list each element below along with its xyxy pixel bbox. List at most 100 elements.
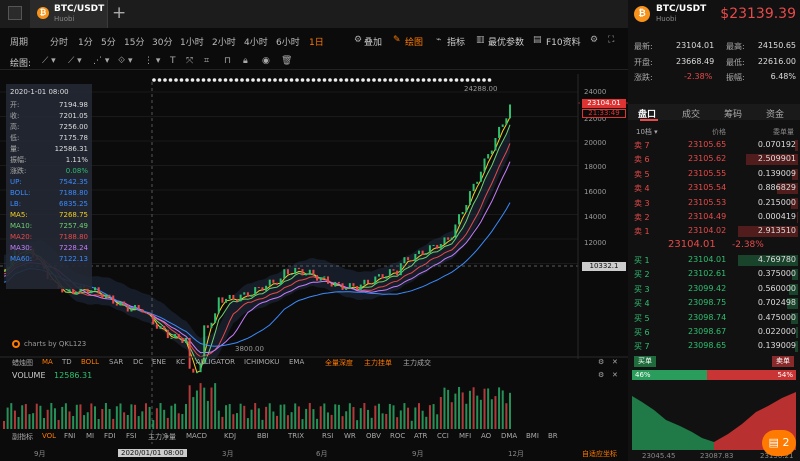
subind-macd[interactable]: MACD (186, 432, 207, 440)
volume-settings-icon[interactable]: ⚙ (598, 371, 605, 379)
pane-close-icon[interactable]: ✕ (612, 358, 618, 366)
draw-button[interactable]: 绘图 (405, 38, 424, 48)
subind-fni[interactable]: FNI (64, 432, 76, 440)
bids-row[interactable]: 买 4 23098.75 0.702498 (632, 297, 798, 310)
lock-icon[interactable]: 🔒︎ (243, 56, 248, 66)
ind-boll[interactable]: BOLL (81, 358, 99, 366)
subind-br[interactable]: BR (548, 432, 558, 440)
depth-select[interactable]: 10档 ▾ (636, 128, 658, 136)
bids-row[interactable]: 买 6 23098.67 0.022000 (632, 326, 798, 339)
overlay-button[interactable]: 叠加 (364, 38, 383, 48)
channel-tool-icon[interactable]: ⋰ ▾ (93, 56, 110, 66)
period-6h[interactable]: 6小时 (276, 38, 300, 48)
subind-bbi[interactable]: BBI (257, 432, 269, 440)
text-tool-icon[interactable]: T (170, 56, 176, 66)
candle (148, 313, 151, 315)
shape-tool-icon[interactable]: ⟐ ▾ (118, 56, 133, 66)
subind-atr[interactable]: ATR (414, 432, 428, 440)
settings-icon[interactable]: ⚙ (590, 35, 599, 45)
magnet-icon[interactable]: ⊓ (224, 56, 232, 66)
subind-rsi[interactable]: RSI (322, 432, 334, 440)
bids-row[interactable]: 买 3 23099.42 0.560000 (632, 283, 798, 296)
ind-ene[interactable]: ENE (152, 358, 167, 366)
volume-close-icon[interactable]: ✕ (612, 371, 618, 379)
subind-roc[interactable]: ROC (390, 432, 406, 440)
subind-kdj[interactable]: KDJ (224, 432, 237, 440)
best-params-button[interactable]: 最优参数 (488, 38, 525, 48)
asks-row[interactable]: 卖 1 23104.02 2.913510 (632, 225, 798, 238)
period-timeshare[interactable]: 分时 (50, 38, 69, 48)
tab-trades[interactable]: 成交 (682, 110, 701, 120)
asks-row[interactable]: 卖 7 23105.65 0.070192 (632, 139, 798, 152)
fullscreen-icon[interactable]: ⛶ (608, 35, 615, 45)
period-1d[interactable]: 1日 (309, 38, 324, 48)
draw-icon[interactable]: ✎ (393, 35, 401, 45)
bids-row[interactable]: 买 2 23102.61 0.375000 (632, 268, 798, 281)
ind-ma[interactable]: MA (42, 358, 53, 366)
ind-full-depth[interactable]: 全量深度 (325, 359, 353, 367)
ind-ichimoku[interactable]: ICHIMOKU (244, 358, 280, 366)
ind-alligator[interactable]: ALLIGATOR (196, 358, 235, 366)
pane-settings-icon[interactable]: ⚙ (598, 358, 605, 366)
tab-btc-usdt[interactable]: ₿ BTC/USDT Huobi (30, 0, 108, 28)
asks-row[interactable]: 卖 4 23105.54 0.886829 (632, 182, 798, 195)
period-30m[interactable]: 30分 (152, 38, 173, 48)
asks-row[interactable]: 卖 2 23104.49 0.000419 (632, 211, 798, 224)
bids-row[interactable]: 买 5 23098.74 0.475000 (632, 312, 798, 325)
asks-row[interactable]: 卖 3 23105.53 0.215000 (632, 197, 798, 210)
ind-main-trades[interactable]: 主力成交 (403, 359, 431, 367)
tab-funds[interactable]: 资金 (766, 110, 785, 120)
x-crosshair-tag: 2020/01/01 08:00 (118, 449, 187, 457)
asks-row[interactable]: 卖 6 23105.62 2.509901 (632, 153, 798, 166)
line-tool-icon[interactable]: ⟋ ▾ (42, 56, 56, 66)
bids-row[interactable]: 买 1 23104.01 4.769780 (632, 254, 798, 267)
delete-icon[interactable]: 🗑︎ (281, 56, 293, 66)
subind-dma[interactable]: DMA (501, 432, 518, 440)
fib-tool-icon[interactable]: ⋮ ▾ (144, 56, 161, 66)
ind-kc[interactable]: KC (176, 358, 186, 366)
tab-orderbook[interactable]: 盘口 (638, 110, 657, 120)
subind-trix[interactable]: TRIX (288, 432, 304, 440)
period-15m[interactable]: 15分 (124, 38, 145, 48)
indicator-button[interactable]: 指标 (447, 38, 466, 48)
hide-icon[interactable]: ◉ (262, 56, 270, 66)
subind-vol[interactable]: VOL (42, 432, 57, 440)
subind-wr[interactable]: WR (344, 432, 356, 440)
price-chart[interactable] (0, 74, 628, 444)
overlay-icon[interactable]: ⚙ (354, 35, 363, 45)
subind-net[interactable]: 主力净量 (148, 433, 176, 441)
period-1m[interactable]: 1分 (78, 38, 93, 48)
ind-main-orders[interactable]: 主力挂单 (364, 359, 392, 367)
indicator-icon[interactable]: ⌁ (436, 35, 442, 45)
asks-row[interactable]: 卖 5 23105.55 0.139009 (632, 168, 798, 181)
new-tab-icon[interactable]: + (112, 3, 127, 23)
measure-tool-icon[interactable]: ⤧ (186, 56, 194, 66)
period-5m[interactable]: 5分 (101, 38, 116, 48)
subind-fdi[interactable]: FDI (104, 432, 116, 440)
f10-icon[interactable]: ▤ (533, 35, 542, 45)
subind-mi[interactable]: MI (86, 432, 95, 440)
ind-sar[interactable]: SAR (109, 358, 124, 366)
subind-bmi[interactable]: BMI (526, 432, 539, 440)
ray-tool-icon[interactable]: ⟋ ▾ (68, 56, 82, 66)
auto-axis-toggle[interactable]: 自适应坐标 (582, 450, 617, 458)
window-icon[interactable] (8, 6, 22, 20)
ruler-tool-icon[interactable]: ⌗ (204, 56, 210, 66)
tab-chips[interactable]: 筹码 (724, 110, 743, 120)
ind-td[interactable]: TD (62, 358, 72, 366)
bids-row[interactable]: 买 7 23098.65 0.139009 (632, 340, 798, 353)
ind-candle[interactable]: 蜡烛图 (12, 359, 33, 367)
subind-ao[interactable]: AO (481, 432, 492, 440)
period-2h[interactable]: 2小时 (212, 38, 236, 48)
params-icon[interactable]: ▥ (476, 35, 485, 45)
subind-mfi[interactable]: MFI (459, 432, 472, 440)
period-4h[interactable]: 4小时 (244, 38, 268, 48)
subind-fsi[interactable]: FSI (126, 432, 137, 440)
subind-obv[interactable]: OBV (366, 432, 381, 440)
ind-dc[interactable]: DC (133, 358, 144, 366)
ind-ema[interactable]: EMA (289, 358, 305, 366)
period-1h[interactable]: 1小时 (180, 38, 204, 48)
chat-badge-button[interactable]: ▤ 2 (762, 430, 796, 456)
subind-cci[interactable]: CCI (437, 432, 449, 440)
f10-button[interactable]: F10资料 (546, 38, 581, 48)
